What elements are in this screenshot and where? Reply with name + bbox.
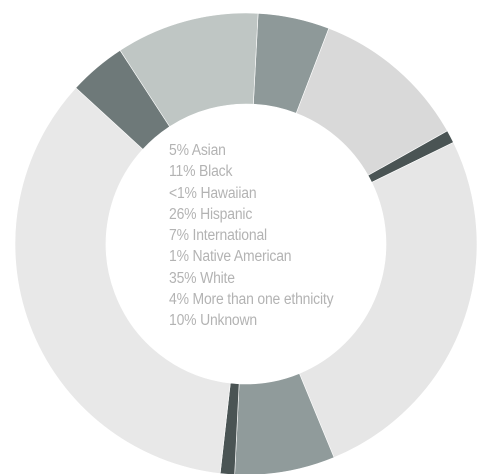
legend-label-more-than-one: 4% More than one ethnicity [169,289,333,310]
legend-label-black: 11% Black [169,161,333,182]
legend-label-hispanic: 26% Hispanic [169,204,333,225]
legend-label-hawaiian: <1% Hawaiian [169,183,333,204]
legend-label-international: 7% International [169,225,333,246]
chart-legend: 5% Asian 11% Black <1% Hawaiian 26% Hisp… [169,140,333,332]
legend-label-white: 35% White [169,268,333,289]
legend-label-unknown: 10% Unknown [169,310,333,331]
legend-label-asian: 5% Asian [169,140,333,161]
legend-label-native-american: 1% Native American [169,246,333,267]
